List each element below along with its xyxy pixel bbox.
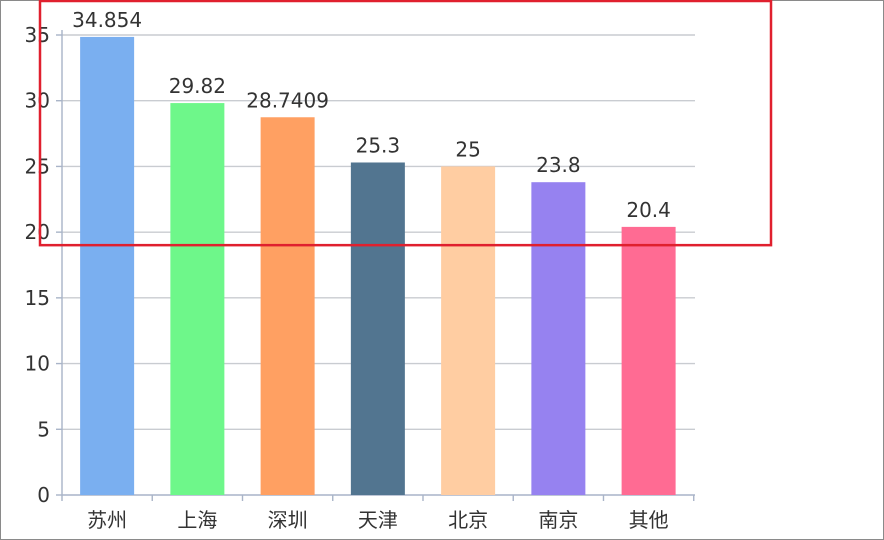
value-label: 34.854	[72, 8, 142, 32]
value-label: 20.4	[626, 198, 671, 222]
bar	[531, 182, 586, 495]
category-label: 天津	[358, 508, 398, 532]
y-tick-label: 30	[25, 89, 50, 113]
y-tick-label: 10	[25, 352, 50, 376]
y-tick-label: 35	[25, 23, 50, 47]
y-tick-label: 20	[25, 220, 50, 244]
bar	[441, 166, 496, 495]
value-label: 25	[455, 137, 480, 161]
bar	[170, 103, 225, 495]
category-label: 苏州	[87, 508, 127, 532]
highlight-box	[38, 0, 773, 247]
annotation-layer	[38, 0, 773, 247]
bar	[80, 36, 135, 496]
bar-layer	[80, 36, 676, 496]
y-tick-label: 0	[37, 483, 50, 507]
y-tick-label: 15	[25, 286, 50, 310]
value-label: 25.3	[356, 133, 401, 157]
bar	[260, 117, 315, 496]
bar	[350, 162, 405, 495]
bar	[621, 226, 676, 495]
value-label: 29.82	[169, 74, 226, 98]
value-label: 23.8	[536, 153, 581, 177]
y-tick-label: 5	[37, 417, 50, 441]
category-label: 南京	[538, 508, 578, 532]
category-label: 上海	[177, 508, 217, 532]
category-label: 北京	[448, 508, 488, 532]
category-label: 深圳	[268, 508, 308, 532]
label-layer: 34.854 苏州 29.82 上海 28.7409 深圳 25.3 天津 25 北京 23.8 南京…	[72, 8, 671, 532]
category-label: 其他	[629, 508, 669, 532]
value-label: 28.7409	[246, 88, 329, 112]
grid-layer	[62, 34, 695, 430]
y-tick-label: 25	[25, 154, 50, 178]
